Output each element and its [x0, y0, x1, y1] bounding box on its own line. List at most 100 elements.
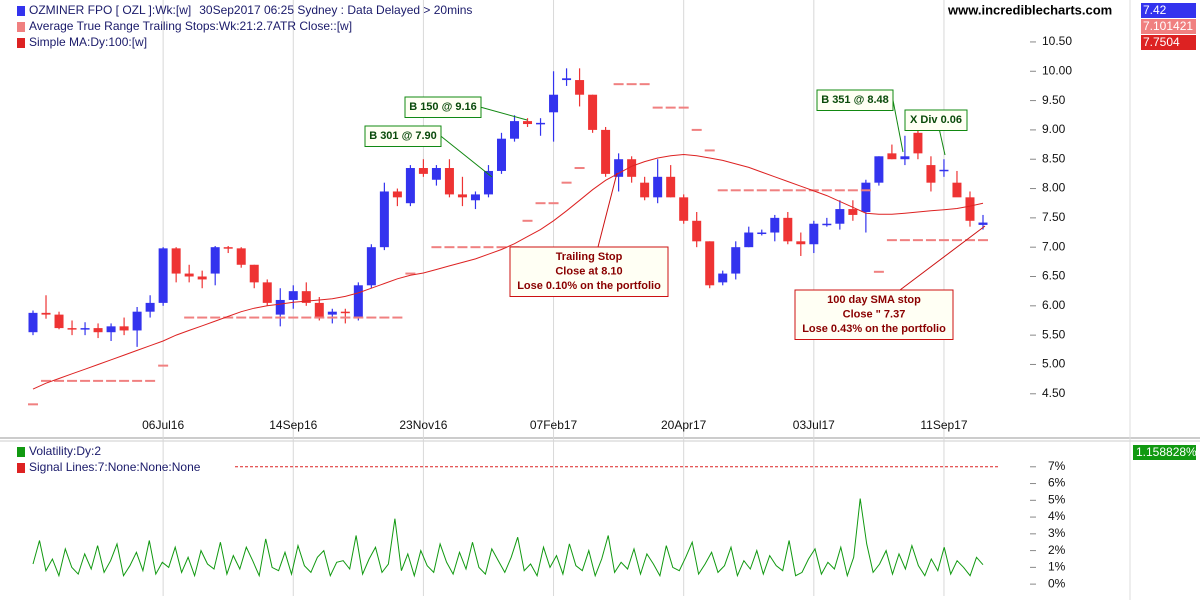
y-tick-label: 6.00 [1042, 298, 1066, 312]
candle-body [770, 217, 780, 233]
candle-body [106, 326, 116, 333]
last-value-box [1141, 3, 1196, 18]
candle-body [952, 182, 962, 198]
annotation-text: Trailing Stop [556, 251, 623, 263]
x-tick-label: 03Jul17 [793, 418, 835, 432]
candle-body [692, 220, 702, 242]
candle-body [327, 311, 337, 315]
candle-body [796, 241, 806, 245]
candle-body [939, 169, 949, 172]
candle-body [288, 291, 298, 300]
candle-body [314, 302, 324, 318]
annotation-arrow [597, 172, 618, 248]
y-tick-label: 9.50 [1042, 93, 1066, 107]
y-tick-label: 0% [1048, 576, 1066, 590]
annotation-text: X Div 0.06 [910, 114, 962, 126]
legend-swatch [17, 38, 25, 48]
candle-body [67, 328, 77, 330]
candle-body [822, 223, 832, 226]
legend-swatch [17, 6, 25, 16]
candle-body [588, 94, 598, 130]
candle-body [900, 156, 910, 160]
candle-body [223, 247, 233, 249]
y-tick-label: 5.00 [1042, 357, 1066, 371]
candle-body [470, 194, 480, 201]
candle-body [848, 209, 858, 215]
candle-body [978, 222, 988, 225]
y-tick-label: 1% [1048, 560, 1066, 574]
volatility-line [32, 498, 984, 578]
candle-body [119, 326, 129, 331]
candle-body [457, 194, 467, 198]
candle-body [640, 182, 650, 198]
moving-average-line [32, 153, 984, 390]
annotation-arrow [899, 225, 986, 291]
candle-body [679, 197, 689, 221]
candle-body [80, 328, 90, 330]
candle-body [835, 209, 845, 224]
annotation-box [364, 125, 442, 147]
y-tick-label: 4% [1048, 509, 1066, 523]
annotation-text: B 150 @ 9.16 [409, 101, 477, 113]
y-tick-label: 3% [1048, 526, 1066, 540]
y-tick-label: 7.50 [1042, 210, 1066, 224]
candle-body [718, 273, 728, 283]
annotation-text: Close at 8.10 [555, 265, 622, 277]
candle-body [913, 132, 923, 154]
candle-body [275, 299, 285, 315]
y-tick-label: 5% [1048, 492, 1066, 506]
legend-label: OZMINER FPO [ OZL ]:Wk:[w] [29, 3, 191, 17]
last-value: 7.42 [1143, 3, 1167, 17]
y-tick-label: 4.50 [1042, 386, 1066, 400]
candle-body [54, 314, 64, 329]
y-tick-label: 8.00 [1042, 181, 1066, 195]
candle-body [236, 248, 246, 265]
candle-body [653, 176, 663, 198]
legend-label: Volatility:Dy:2 [29, 444, 101, 458]
annotation-box [794, 289, 954, 340]
candle-body [210, 247, 220, 274]
candle-body [536, 122, 546, 125]
candle-body [41, 312, 51, 315]
candle-body [483, 170, 493, 195]
annotation-arrow [440, 135, 493, 178]
candle-body [614, 159, 624, 177]
annotation-text: Close " 7.37 [843, 308, 906, 320]
annotation-text: B 301 @ 7.90 [369, 130, 437, 142]
candle-body [249, 264, 259, 283]
legend-swatch [17, 447, 25, 457]
annotation-box [904, 109, 968, 131]
annotation-arrow [480, 106, 528, 121]
annotation-arrow [892, 100, 904, 153]
annotation-box [404, 96, 482, 118]
candle-body [353, 285, 363, 318]
y-tick-label: 7.00 [1042, 239, 1066, 253]
candle-body [132, 311, 142, 331]
candle-body [666, 176, 676, 198]
candle-body [731, 247, 741, 274]
y-tick-label: 10.00 [1042, 63, 1072, 77]
x-tick-label: 07Feb17 [530, 418, 578, 432]
candle-body [145, 302, 155, 312]
candle-body [783, 217, 793, 242]
candle-body [965, 197, 975, 221]
candle-body [444, 168, 454, 195]
candle-body [575, 80, 585, 95]
y-tick-label: 6.50 [1042, 269, 1066, 283]
last-value-box [1141, 35, 1196, 50]
candle-body [523, 121, 533, 125]
candle-body [366, 247, 376, 286]
candle-body [431, 168, 441, 180]
candle-body [379, 191, 389, 248]
annotation-box [509, 246, 669, 297]
x-tick-label: 14Sep16 [269, 418, 317, 432]
legend-swatch [17, 22, 25, 32]
candle-body [262, 282, 272, 303]
candle-body [744, 232, 754, 248]
candle-body [874, 156, 884, 183]
site-name: www.incrediblecharts.com [947, 2, 1112, 17]
candle-body [392, 191, 402, 198]
last-value: 7.101421 [1143, 19, 1193, 33]
candle-body [418, 168, 428, 174]
